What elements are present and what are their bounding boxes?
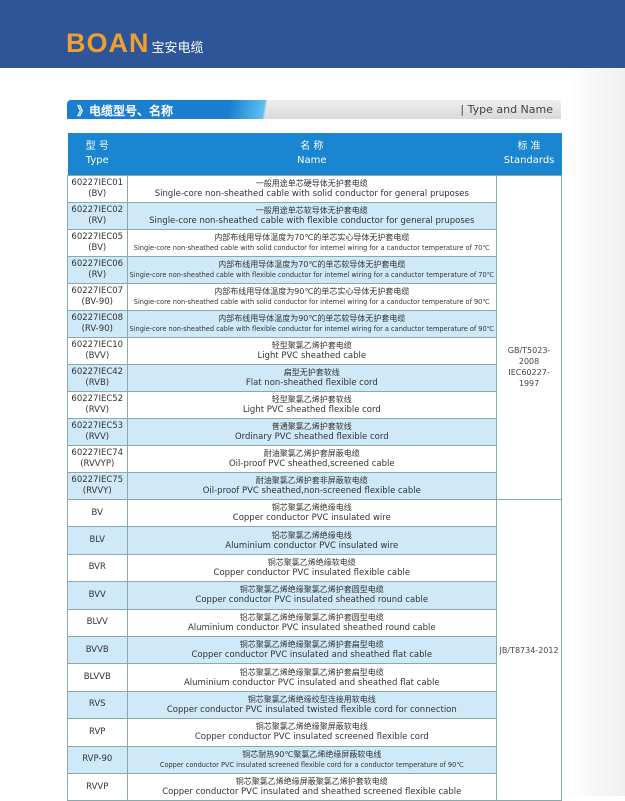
name-cell: 扁型无护套软线 Flat non-sheathed flexible cord [126, 364, 498, 392]
name-cell: 铜芯聚氯乙烯绝缘聚氯乙烯护套圆型电缆 Copper conductor PVC i… [126, 581, 498, 610]
table-row: RVP-90 铜芯耐热90℃聚氯乙烯绝缘屏蔽软电线 Copper conductor… [67, 745, 562, 774]
type-cell: 60227IEC07 (BV-90) [67, 283, 128, 311]
name-cell: 耐油聚氯乙烯护套非屏蔽软电缆 Oil-proof PVC sheathed,non… [126, 472, 498, 500]
type-cell: 60227IEC53 (RVV) [67, 418, 128, 446]
type-cell: 60227IEC05 (BV) [67, 229, 128, 257]
name-cell: 铜芯聚氯乙烯绝缘软电缆 Copper conductor PVC insulate… [126, 553, 498, 583]
name-cell: 内部布线用导体温度为90℃的单芯实心导体无护套电缆 Singie-core non… [126, 283, 498, 311]
name-cell: 一般用途单芯硬导体无护套电缆 Single-core non-sheathed c… [126, 175, 498, 203]
table-row: BLVV 铝芯聚氯乙烯绝缘聚氯乙烯护套圆型电缆 Aluminium conducto… [67, 608, 562, 637]
type-cell: BVV [67, 581, 128, 610]
type-cell: 60227IEC06 (RV) [67, 256, 128, 284]
name-cell: 铜芯聚氯乙烯绝缘聚氯乙烯护套扁型电缆 Copper conductor PVC i… [126, 635, 498, 665]
table-row: BV 铜芯聚氯乙烯绝缘电线 Copper conductor PVC insulat… [67, 498, 562, 801]
type-cell: RVVP [67, 772, 128, 801]
table-row: 60227IEC53 (RVV) 普通聚氯乙烯护套软线 Ordinary PVC sh… [67, 418, 562, 446]
type-cell: BLVVB [67, 663, 128, 692]
name-cell: 轻型聚氯乙烯护套电缆 Light PVC sheathed cable [126, 337, 498, 365]
table-row: 60227IEC75 (RVVY) 耐油聚氯乙烯护套非屏蔽软电缆 Oil-proof … [67, 472, 562, 500]
section-title-bar: 》电缆型号、名称 | Type and Name [67, 100, 561, 119]
name-cell: 一般用途单芯软导体无护套电缆 Single-core non-sheathed c… [126, 202, 498, 230]
section-title-cn: 》电缆型号、名称 [77, 104, 174, 118]
table-row: 60227IEC05 (BV) 内部布线用导体温度为70℃的单芯实心导体无护套电缆 S… [67, 229, 562, 257]
table-row: 60227IEC06 (RV) 内部布线用导体温度为70℃的单芯软导体无护套电缆 Si… [67, 256, 562, 284]
table-row: 60227IEC02 (RV) 一般用途单芯软导体无护套电缆 Single-core … [67, 202, 562, 230]
name-cell: 铝芯聚氯乙烯绝缘聚氯乙烯护套扁型电缆 Aluminium conductor PV… [126, 663, 498, 692]
type-cell: RVP-90 [67, 745, 128, 774]
type-cell: RVP [67, 718, 128, 747]
table-row: 60227IEC42 (RVB) 扁型无护套软线 Flat non-sheathed … [67, 364, 562, 392]
header-band: BOAN 宝安电缆 [0, 0, 625, 68]
standard-cell: JB/T8734-2012 [496, 498, 562, 801]
column-header: 名 称 Name [127, 133, 497, 176]
type-cell: BLV [67, 526, 128, 555]
type-cell: 60227IEC10 (BVV) [67, 337, 128, 365]
type-cell: 60227IEC01 (BV) [67, 175, 128, 203]
name-cell: 内部布线用导体温度为70℃的单芯实心导体无护套电缆 Singie-core non… [126, 229, 498, 257]
name-cell: 内部布线用导体温度为70℃的单芯软导体无护套电缆 Singie-core non-… [126, 256, 498, 284]
table-row: 60227IEC07 (BV-90) 内部布线用导体温度为90℃的单芯实心导体无护套… [67, 283, 562, 311]
name-cell: 铜芯聚氯乙烯绝缘聚屏蔽软电线 Copper conductor PVC insul… [126, 718, 498, 747]
type-cell: 60227IEC74 (RVVYP) [67, 445, 128, 473]
table-row: RVVP 铜芯聚氯乙烯绝缘屏蔽聚氯乙烯护套软电缆 Copper conductor … [67, 772, 562, 801]
table-row: 60227IEC10 (BVV) 轻型聚氯乙烯护套电缆 Light PVC sheat… [67, 337, 562, 365]
type-cell: RVS [67, 690, 128, 720]
type-cell: BVR [67, 553, 128, 583]
table-row: RVS 铜芯聚氯乙烯绝缘绞型连接用软电线 Copper conductor PVC … [67, 690, 562, 720]
type-cell: 60227IEC75 (RVVY) [67, 472, 128, 500]
page-shade [565, 68, 625, 796]
column-header: 标 准 Standards [496, 133, 562, 176]
table-row: RVP 铜芯聚氯乙烯绝缘聚屏蔽软电线 Copper conductor PVC in… [67, 718, 562, 747]
logo: BOAN 宝安电缆 [66, 28, 204, 58]
name-cell: 轻型聚氯乙烯护套软线 Light PVC sheathed flexible co… [126, 391, 498, 419]
name-cell: 铝芯聚氯乙烯绝缘电线 Aluminium conductor PVC insula… [126, 526, 498, 555]
type-cell: 60227IEC52 (RVV) [67, 391, 128, 419]
table-row: 60227IEC08 (RV-90) 内部布线用导体温度为90℃的单芯软导体无护套电… [67, 310, 562, 338]
type-cell: 60227IEC08 (RV-90) [67, 310, 128, 338]
name-cell: 普通聚氯乙烯护套软线 Ordinary PVC sheathed flexible… [126, 418, 498, 446]
table-row: 60227IEC01 (BV) 一般用途单芯硬导体无护套电缆 Single-core … [67, 175, 562, 500]
name-cell: 铜芯聚氯乙烯绝缘绞型连接用软电线 Copper conductor PVC ins… [126, 690, 498, 720]
standard-cell: GB/T5023-2008 IEC60227-1997 [496, 175, 562, 500]
type-cell: BV [67, 498, 128, 528]
table-row: 60227IEC52 (RVV) 轻型聚氯乙烯护套软线 Light PVC sheat… [67, 391, 562, 419]
cable-table: 型 号 Type 名 称 Name 标 准 Standards 60227IEC01 (BV… [67, 133, 562, 801]
name-cell: 铜芯聚氯乙烯绝缘屏蔽聚氯乙烯护套软电缆 Copper conductor PVC … [126, 772, 498, 801]
type-cell: BVVB [67, 635, 128, 665]
type-cell: BLVV [67, 608, 128, 637]
type-cell: 60227IEC02 (RV) [67, 202, 128, 230]
name-cell: 铜芯耐热90℃聚氯乙烯绝缘屏蔽软电线 Copper conductor PVC i… [126, 745, 498, 774]
name-cell: 内部布线用导体温度为90℃的单芯软导体无护套电缆 Singie-core non-… [126, 310, 498, 338]
type-cell: 60227IEC42 (RVB) [67, 364, 128, 392]
table-row: 60227IEC74 (RVVYP) 耐油聚氯乙烯护套屏蔽电缆 Oil-proof P… [67, 445, 562, 473]
table-row: BLV 铝芯聚氯乙烯绝缘电线 Aluminium conductor PVC ins… [67, 526, 562, 555]
name-cell: 耐油聚氯乙烯护套屏蔽电缆 Oil-proof PVC sheathed,scree… [126, 445, 498, 473]
table-row: BVV 铜芯聚氯乙烯绝缘聚氯乙烯护套圆型电缆 Copper conductor PV… [67, 581, 562, 610]
column-header: 型 号 Type [67, 133, 127, 176]
name-cell: 铜芯聚氯乙烯绝缘电线 Copper conductor PVC insulated… [126, 498, 498, 528]
table-row: BVR 铜芯聚氯乙烯绝缘软电缆 Copper conductor PVC insul… [67, 553, 562, 583]
table-row: BVVB 铜芯聚氯乙烯绝缘聚氯乙烯护套扁型电缆 Copper conductor P… [67, 635, 562, 665]
table-row: BLVVB 铝芯聚氯乙烯绝缘聚氯乙烯护套扁型电缆 Aluminium conduct… [67, 663, 562, 692]
section-title-en: | Type and Name [460, 103, 553, 116]
name-cell: 铝芯聚氯乙烯绝缘聚氯乙烯护套圆型电缆 Aluminium conductor PV… [126, 608, 498, 637]
